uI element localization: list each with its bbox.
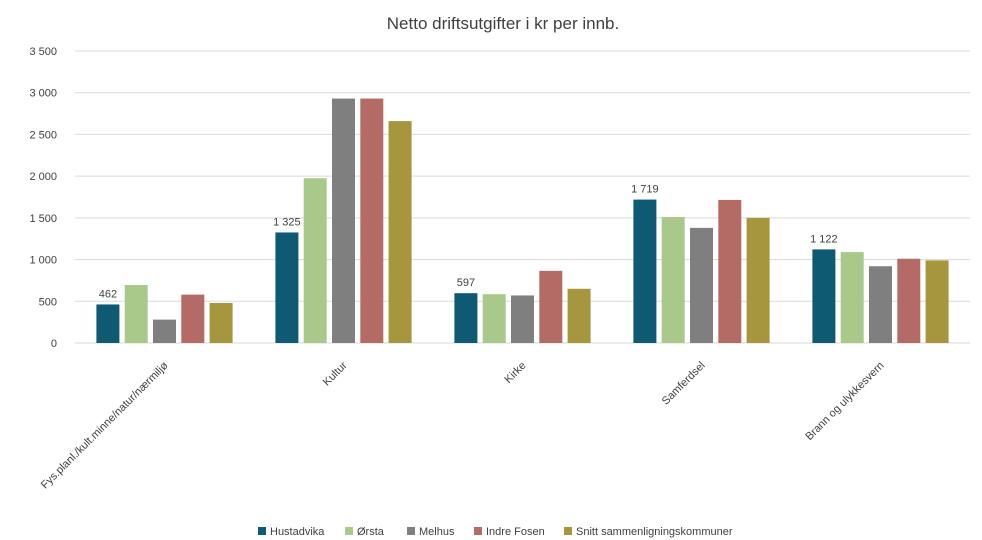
data-label: 462 [99,288,117,300]
bar [567,288,591,343]
bar [153,319,176,343]
y-tick-label: 0 [51,338,57,350]
data-label: 1 122 [810,233,838,245]
bar [454,293,478,343]
bar [869,266,892,343]
y-tick-label: 1 500 [29,213,57,225]
bar [840,252,864,343]
bar [690,227,713,343]
y-tick-label: 1 000 [29,255,57,267]
bar [275,232,299,343]
bar [746,217,770,343]
legend-swatch [474,527,482,535]
legend-swatch [407,527,415,535]
category-label: Kirke [502,360,528,386]
bar [303,178,327,343]
y-tick-label: 500 [39,296,57,308]
bar [897,258,921,343]
legend-swatch [564,527,572,535]
legend-item: Snitt sammenligningskommuner [564,526,733,538]
category-label: Fys.planl./kult.minne/natur/nærmiljø [39,359,171,491]
legend-label: Ørsta [357,526,385,538]
bar [360,98,384,343]
legend-item: Ørsta [345,526,385,538]
legend-item: Melhus [407,526,455,538]
bar [181,294,205,343]
legend-label: Snitt sammenligningskommuner [576,526,733,538]
y-tick-label: 3 500 [29,46,57,58]
bar [925,260,949,343]
data-label: 597 [457,277,475,289]
bar [209,302,233,343]
bar [96,304,120,343]
y-tick-label: 3 000 [29,88,57,100]
bar [482,294,506,343]
bar [539,270,563,343]
bar [718,199,742,343]
data-label: 1 325 [273,216,301,228]
bar [124,285,148,343]
y-tick-label: 2 000 [29,171,57,183]
legend-item: Hustadvika [258,526,325,538]
bar [812,249,836,343]
category-label: Brann og ulykkesvern [803,360,886,443]
legend-label: Hustadvika [270,526,325,538]
category-label: Kultur [321,359,350,388]
bar [511,295,534,343]
legend-swatch [345,527,353,535]
legend-label: Indre Fosen [486,526,545,538]
bar [633,199,657,343]
bar [332,98,355,343]
y-tick-label: 2 500 [29,129,57,141]
category-label: Samferdsel [660,360,708,408]
bar [661,217,685,343]
bar [388,121,412,343]
legend-label: Melhus [419,526,455,538]
legend-swatch [258,527,266,535]
legend-item: Indre Fosen [474,526,545,538]
chart-title: Netto driftsutgifter i kr per innb. [387,14,619,33]
data-label: 1 719 [631,184,659,196]
